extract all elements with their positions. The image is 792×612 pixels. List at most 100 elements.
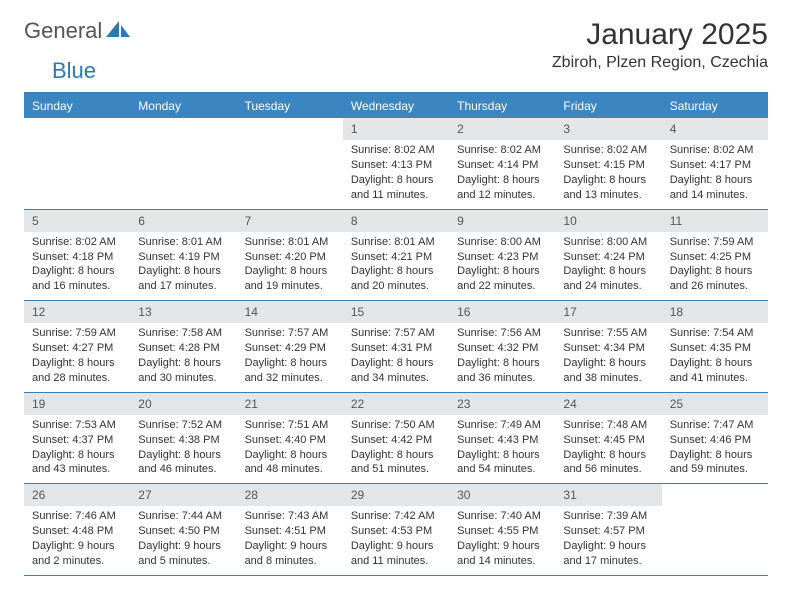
day-body: Sunrise: 7:59 AMSunset: 4:27 PMDaylight:…	[24, 326, 130, 385]
day-body: Sunrise: 8:02 AMSunset: 4:13 PMDaylight:…	[343, 143, 449, 202]
calendar-page: General January 2025 Zbiroh, Plzen Regio…	[0, 0, 792, 588]
daylight-text: Daylight: 8 hours and 20 minutes.	[351, 264, 441, 294]
day-cell: 30 Sunrise: 7:40 AMSunset: 4:55 PMDayligh…	[449, 484, 555, 575]
day-number: 7	[237, 210, 343, 232]
day-cell: 10Sunrise: 8:00 AMSunset: 4:24 PMDayligh…	[555, 210, 661, 301]
day-cell: 26Sunrise: 7:46 AMSunset: 4:48 PMDayligh…	[24, 484, 130, 575]
week-row: 1Sunrise: 8:02 AMSunset: 4:13 PMDaylight…	[24, 118, 768, 210]
sunset-text: Sunset: 4:37 PM	[32, 433, 122, 448]
day-number: 23	[449, 393, 555, 415]
sunset-text: Sunset: 4:29 PM	[245, 341, 335, 356]
sunrise-text: Sunrise: 7:46 AM	[32, 509, 122, 524]
daylight-text: Daylight: 8 hours and 59 minutes.	[670, 448, 760, 478]
sunrise-text: Sunrise: 7:59 AM	[670, 235, 760, 250]
sunset-text: Sunset: 4:18 PM	[32, 250, 122, 265]
day-cell: 8 Sunrise: 8:01 AMSunset: 4:21 PMDaylight…	[343, 210, 449, 301]
daylight-text: Daylight: 8 hours and 46 minutes.	[138, 448, 228, 478]
day-number: 18	[662, 301, 768, 323]
sunset-text: Sunset: 4:38 PM	[138, 433, 228, 448]
sunset-text: Sunset: 4:45 PM	[563, 433, 653, 448]
daylight-text: Daylight: 8 hours and 32 minutes.	[245, 356, 335, 386]
day-cell: 31Sunrise: 7:39 AMSunset: 4:57 PMDayligh…	[555, 484, 661, 575]
sunrise-text: Sunrise: 8:02 AM	[351, 143, 441, 158]
sunset-text: Sunset: 4:15 PM	[563, 158, 653, 173]
day-body: Sunrise: 7:56 AMSunset: 4:32 PMDaylight:…	[449, 326, 555, 385]
daylight-text: Daylight: 8 hours and 17 minutes.	[138, 264, 228, 294]
sunset-text: Sunset: 4:53 PM	[351, 524, 441, 539]
sunrise-text: Sunrise: 7:50 AM	[351, 418, 441, 433]
day-body: Sunrise: 7:55 AMSunset: 4:34 PMDaylight:…	[555, 326, 661, 385]
sunrise-text: Sunrise: 7:43 AM	[245, 509, 335, 524]
day-number: 27	[130, 484, 236, 506]
day-cell: 23 Sunrise: 7:49 AMSunset: 4:43 PMDayligh…	[449, 393, 555, 484]
day-body: Sunrise: 7:40 AMSunset: 4:55 PMDaylight:…	[449, 509, 555, 568]
sunset-text: Sunset: 4:34 PM	[563, 341, 653, 356]
sunrise-text: Sunrise: 8:01 AM	[351, 235, 441, 250]
day-cell: 14 Sunrise: 7:57 AMSunset: 4:29 PMDayligh…	[237, 301, 343, 392]
sunset-text: Sunset: 4:25 PM	[670, 250, 760, 265]
day-body: Sunrise: 7:46 AMSunset: 4:48 PMDaylight:…	[24, 509, 130, 568]
day-number: 9	[449, 210, 555, 232]
daylight-text: Daylight: 8 hours and 43 minutes.	[32, 448, 122, 478]
sunrise-text: Sunrise: 7:39 AM	[563, 509, 653, 524]
sunset-text: Sunset: 4:21 PM	[351, 250, 441, 265]
day-number: 30	[449, 484, 555, 506]
day-body: Sunrise: 7:43 AMSunset: 4:51 PMDaylight:…	[237, 509, 343, 568]
day-cell: 7Sunrise: 8:01 AMSunset: 4:20 PMDaylight…	[237, 210, 343, 301]
daylight-text: Daylight: 8 hours and 11 minutes.	[351, 173, 441, 203]
sunset-text: Sunset: 4:17 PM	[670, 158, 760, 173]
daylight-text: Daylight: 8 hours and 14 minutes.	[670, 173, 760, 203]
sunset-text: Sunset: 4:43 PM	[457, 433, 547, 448]
day-cell: 22 Sunrise: 7:50 AMSunset: 4:42 PMDayligh…	[343, 393, 449, 484]
day-of-week-header: Sunday Monday Tuesday Wednesday Thursday…	[24, 94, 768, 118]
daylight-text: Daylight: 8 hours and 54 minutes.	[457, 448, 547, 478]
dow-tuesday: Tuesday	[237, 94, 343, 118]
daylight-text: Daylight: 8 hours and 13 minutes.	[563, 173, 653, 203]
day-body: Sunrise: 8:02 AMSunset: 4:18 PMDaylight:…	[24, 235, 130, 294]
day-cell: 20Sunrise: 7:52 AMSunset: 4:38 PMDayligh…	[130, 393, 236, 484]
day-number: 14	[237, 301, 343, 323]
daylight-text: Daylight: 8 hours and 22 minutes.	[457, 264, 547, 294]
day-number: 8	[343, 210, 449, 232]
sunrise-text: Sunrise: 7:49 AM	[457, 418, 547, 433]
sunset-text: Sunset: 4:27 PM	[32, 341, 122, 356]
day-number: 6	[130, 210, 236, 232]
day-body: Sunrise: 7:44 AMSunset: 4:50 PMDaylight:…	[130, 509, 236, 568]
sunrise-text: Sunrise: 7:48 AM	[563, 418, 653, 433]
week-row: 5Sunrise: 8:02 AMSunset: 4:18 PMDaylight…	[24, 210, 768, 302]
sunrise-text: Sunrise: 7:52 AM	[138, 418, 228, 433]
day-body: Sunrise: 7:50 AMSunset: 4:42 PMDaylight:…	[343, 418, 449, 477]
day-cell: 21Sunrise: 7:51 AMSunset: 4:40 PMDayligh…	[237, 393, 343, 484]
day-number: 25	[662, 393, 768, 415]
day-cell: 5Sunrise: 8:02 AMSunset: 4:18 PMDaylight…	[24, 210, 130, 301]
day-number: 10	[555, 210, 661, 232]
day-number: 15	[343, 301, 449, 323]
day-cell: 12Sunrise: 7:59 AMSunset: 4:27 PMDayligh…	[24, 301, 130, 392]
sunset-text: Sunset: 4:55 PM	[457, 524, 547, 539]
daylight-text: Daylight: 8 hours and 12 minutes.	[457, 173, 547, 203]
day-number: 22	[343, 393, 449, 415]
sunrise-text: Sunrise: 8:00 AM	[563, 235, 653, 250]
daylight-text: Daylight: 9 hours and 17 minutes.	[563, 539, 653, 569]
sunset-text: Sunset: 4:42 PM	[351, 433, 441, 448]
daylight-text: Daylight: 8 hours and 19 minutes.	[245, 264, 335, 294]
sunset-text: Sunset: 4:57 PM	[563, 524, 653, 539]
daylight-text: Daylight: 8 hours and 56 minutes.	[563, 448, 653, 478]
day-cell: 4Sunrise: 8:02 AMSunset: 4:17 PMDaylight…	[662, 118, 768, 209]
day-body: Sunrise: 8:01 AMSunset: 4:19 PMDaylight:…	[130, 235, 236, 294]
daylight-text: Daylight: 8 hours and 26 minutes.	[670, 264, 760, 294]
daylight-text: Daylight: 9 hours and 8 minutes.	[245, 539, 335, 569]
day-body: Sunrise: 8:00 AMSunset: 4:23 PMDaylight:…	[449, 235, 555, 294]
day-body: Sunrise: 7:53 AMSunset: 4:37 PMDaylight:…	[24, 418, 130, 477]
sunrise-text: Sunrise: 7:57 AM	[245, 326, 335, 341]
sunrise-text: Sunrise: 7:55 AM	[563, 326, 653, 341]
day-body: Sunrise: 7:57 AMSunset: 4:29 PMDaylight:…	[237, 326, 343, 385]
sunrise-text: Sunrise: 8:00 AM	[457, 235, 547, 250]
day-number: 2	[449, 118, 555, 140]
daylight-text: Daylight: 8 hours and 41 minutes.	[670, 356, 760, 386]
day-cell	[662, 484, 768, 575]
day-body: Sunrise: 7:39 AMSunset: 4:57 PMDaylight:…	[555, 509, 661, 568]
day-cell: 15Sunrise: 7:57 AMSunset: 4:31 PMDayligh…	[343, 301, 449, 392]
day-number: 17	[555, 301, 661, 323]
sunset-text: Sunset: 4:13 PM	[351, 158, 441, 173]
